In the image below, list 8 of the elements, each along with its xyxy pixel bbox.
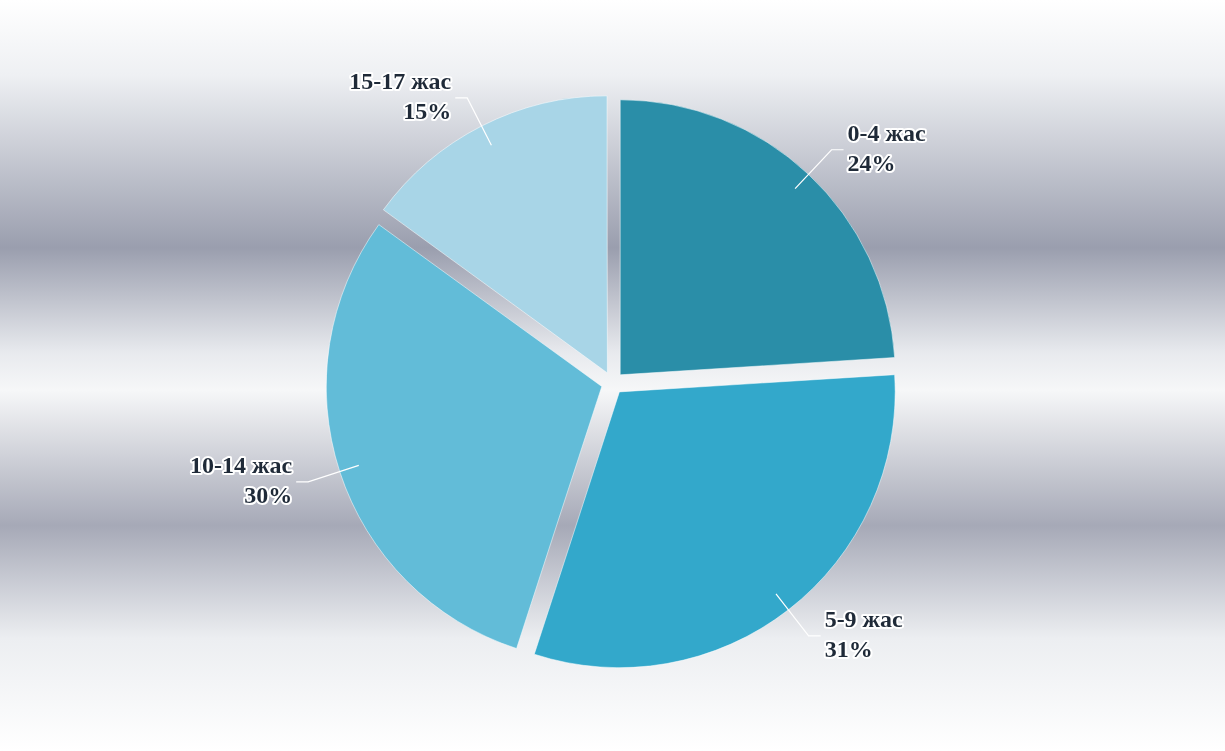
data-label: 15%	[403, 98, 452, 125]
slice-label: 15-17 жас	[349, 68, 452, 95]
slice-label: 10-14 жас	[190, 452, 293, 479]
data-label: 24%	[847, 149, 896, 176]
data-label: 31%	[824, 636, 873, 663]
slice-label: 0-4 жас	[847, 119, 926, 146]
slice-label: 5-9 жас	[824, 606, 904, 633]
data-label: 30%	[244, 482, 293, 509]
